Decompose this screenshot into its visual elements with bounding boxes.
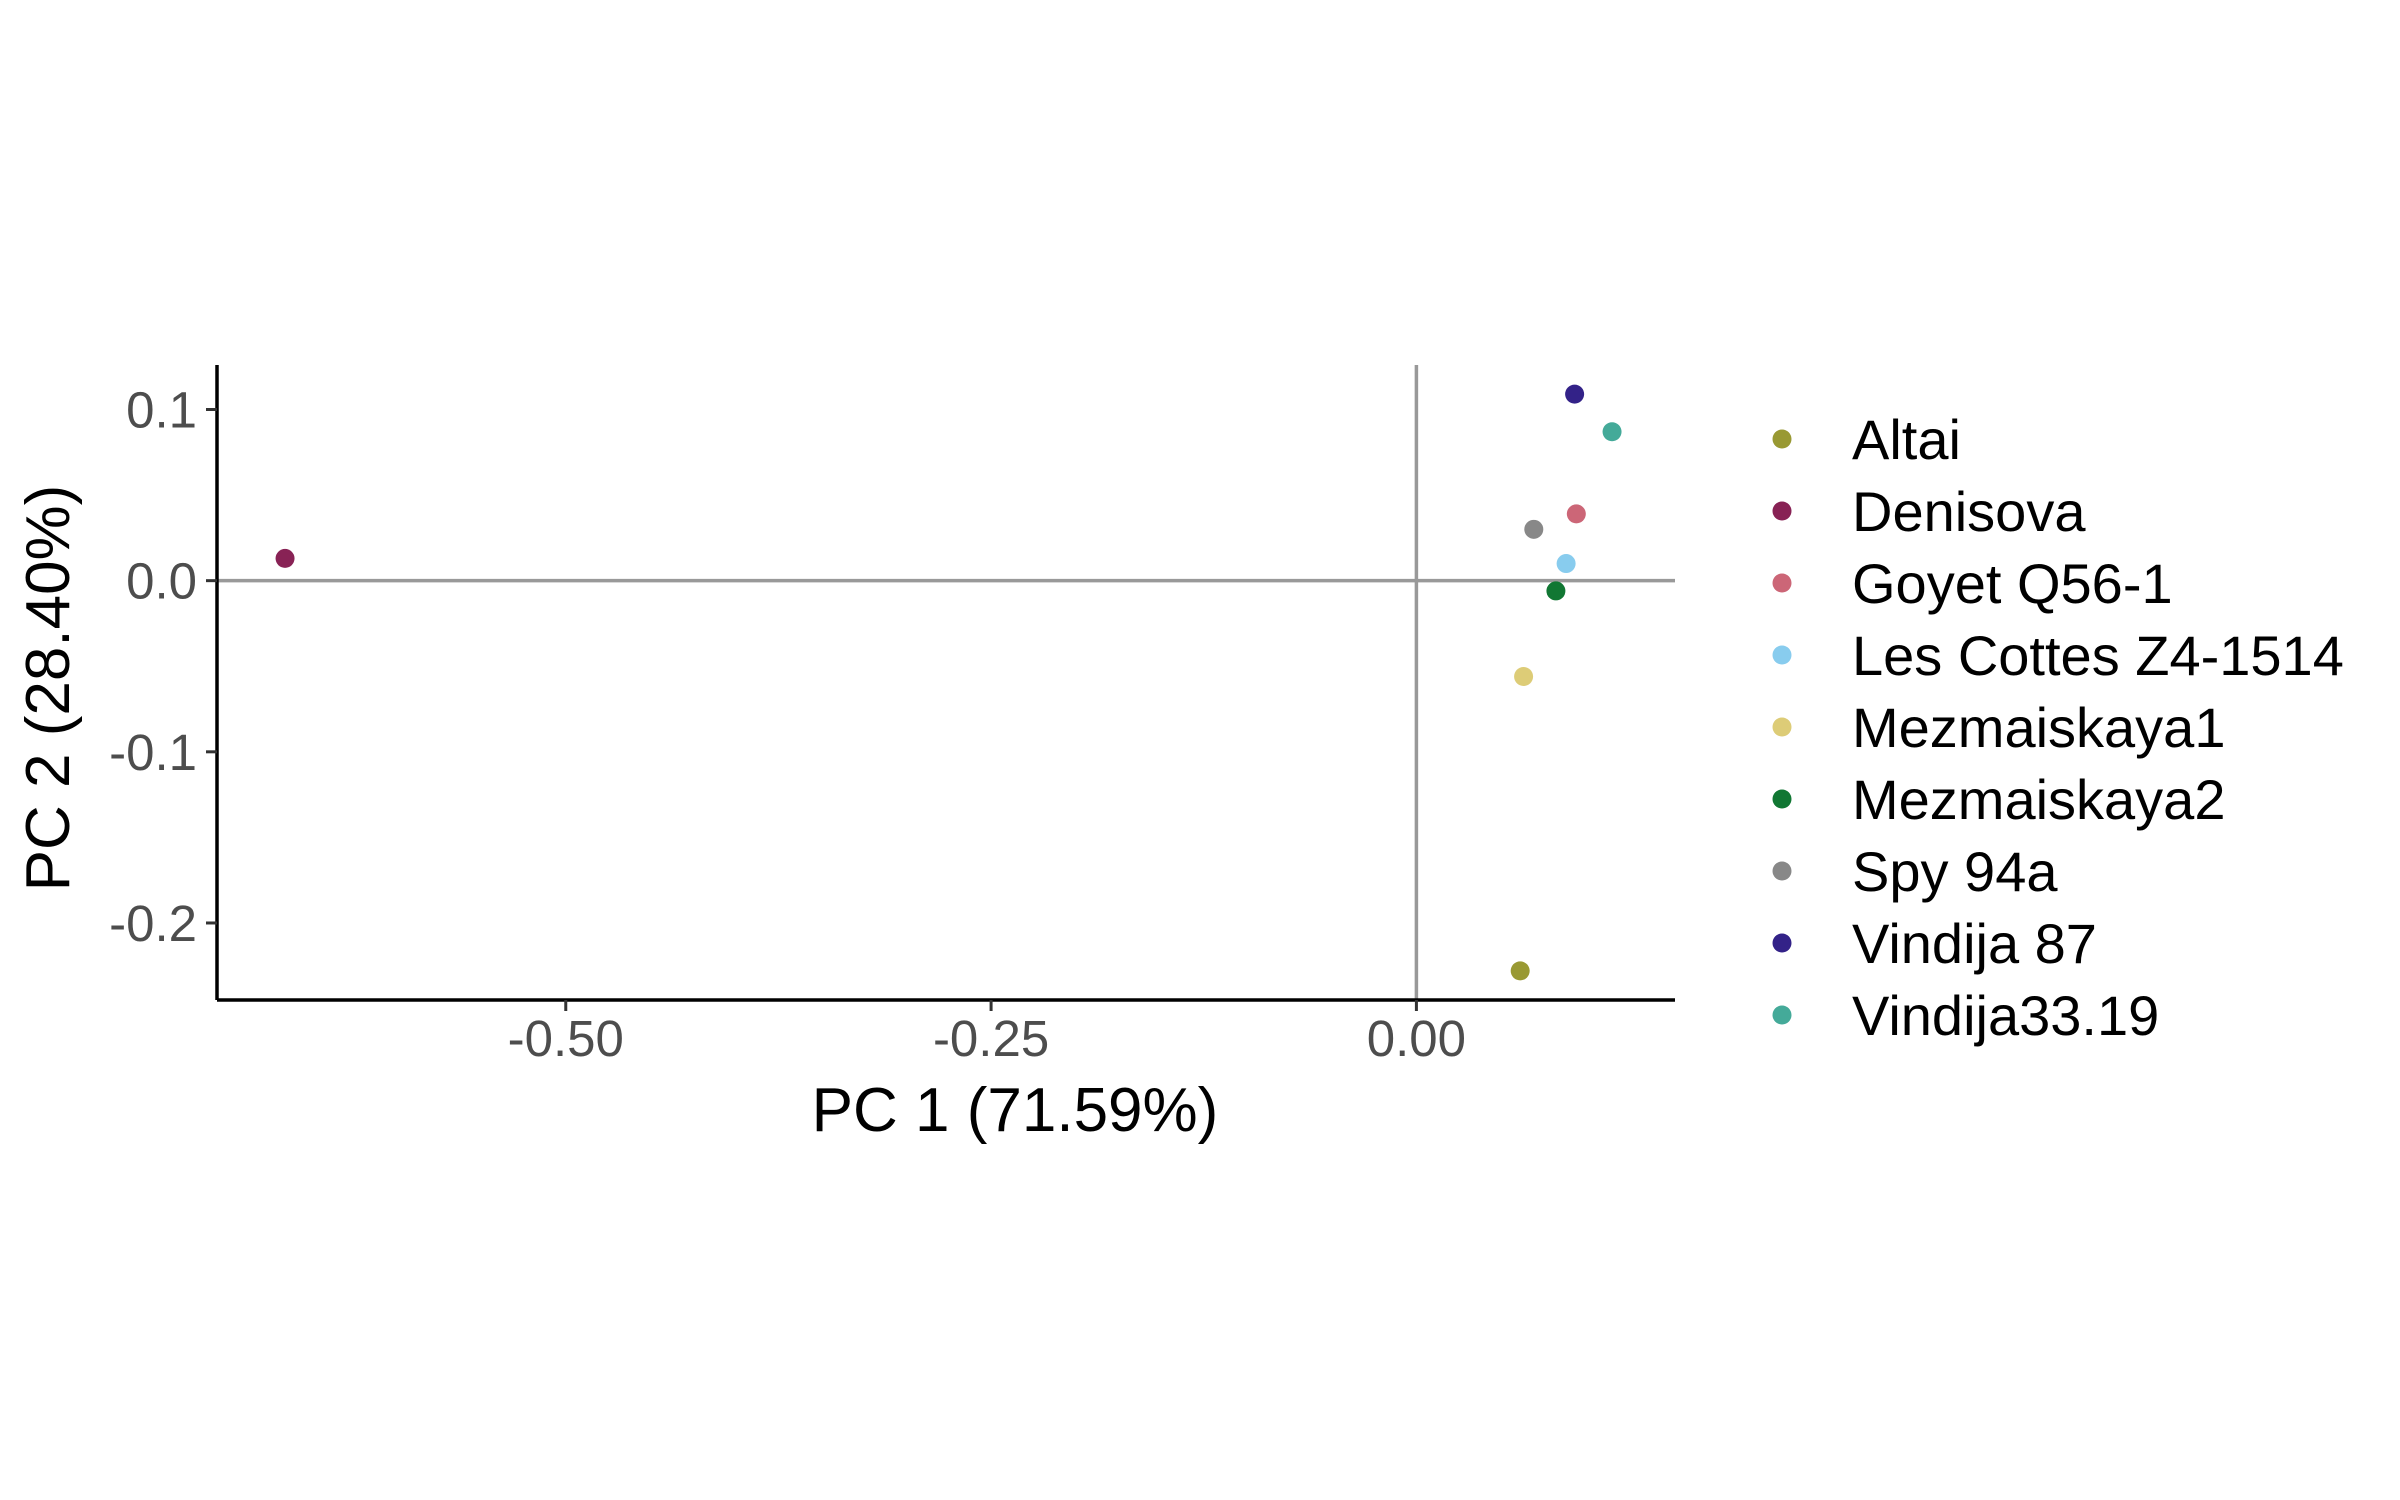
point-spy-94a <box>1524 519 1544 539</box>
point-les-cottes-z4-1514 <box>1556 554 1576 574</box>
legend-key-vindija33-19 <box>1772 1005 1792 1025</box>
legend-key-altai <box>1772 429 1792 449</box>
legend-label-vindija33-19: Vindija33.19 <box>1852 984 2159 1047</box>
y-tick-label: 0.0 <box>126 553 197 610</box>
point-vindija33-19 <box>1602 422 1622 442</box>
legend-key-goyet-q56-1 <box>1772 573 1792 593</box>
legend-label-altai: Altai <box>1852 408 1961 471</box>
legend-label-vindija-87: Vindija 87 <box>1852 912 2097 975</box>
legend-key-vindija-87 <box>1772 933 1792 953</box>
y-axis-title: PC 2 (28.40%) <box>14 485 83 892</box>
point-altai <box>1510 961 1530 981</box>
legend-label-mezmaiskaya1: Mezmaiskaya1 <box>1852 696 2225 759</box>
legend-label-denisova: Denisova <box>1852 480 2086 543</box>
x-tick-label: -0.25 <box>933 1010 1049 1067</box>
legend-key-mezmaiskaya1 <box>1772 717 1792 737</box>
point-vindija-87 <box>1565 384 1585 404</box>
x-tick-label: -0.50 <box>508 1010 624 1067</box>
x-axis-title: PC 1 (71.59%) <box>812 1076 1219 1145</box>
y-tick-label: 0.1 <box>126 382 197 439</box>
point-mezmaiskaya1 <box>1514 667 1534 687</box>
point-goyet-q56-1 <box>1566 504 1586 524</box>
legend-label-spy-94a: Spy 94a <box>1852 840 2058 903</box>
y-tick-label: -0.1 <box>109 724 197 781</box>
axes: -0.50 -0.25 0.00 0.1 0.0 -0.1 -0.2 <box>109 365 1675 1067</box>
plot-area <box>217 365 1675 1000</box>
legend-label-les-cottes-z4-1514: Les Cottes Z4-1514 <box>1852 624 2344 687</box>
point-denisova <box>275 548 295 568</box>
legend-key-les-cottes-z4-1514 <box>1772 645 1792 665</box>
legend-key-denisova <box>1772 501 1792 521</box>
legend-label-mezmaiskaya2: Mezmaiskaya2 <box>1852 768 2225 831</box>
x-tick-label: 0.00 <box>1367 1010 1466 1067</box>
legend: Altai Denisova Goyet Q56-1 Les Cottes Z4-15… <box>1772 408 2344 1047</box>
y-tick-label: -0.2 <box>109 895 197 952</box>
legend-label-goyet-q56-1: Goyet Q56-1 <box>1852 552 2173 615</box>
legend-key-spy-94a <box>1772 861 1792 881</box>
legend-key-mezmaiskaya2 <box>1772 789 1792 809</box>
point-mezmaiskaya2 <box>1546 581 1566 601</box>
